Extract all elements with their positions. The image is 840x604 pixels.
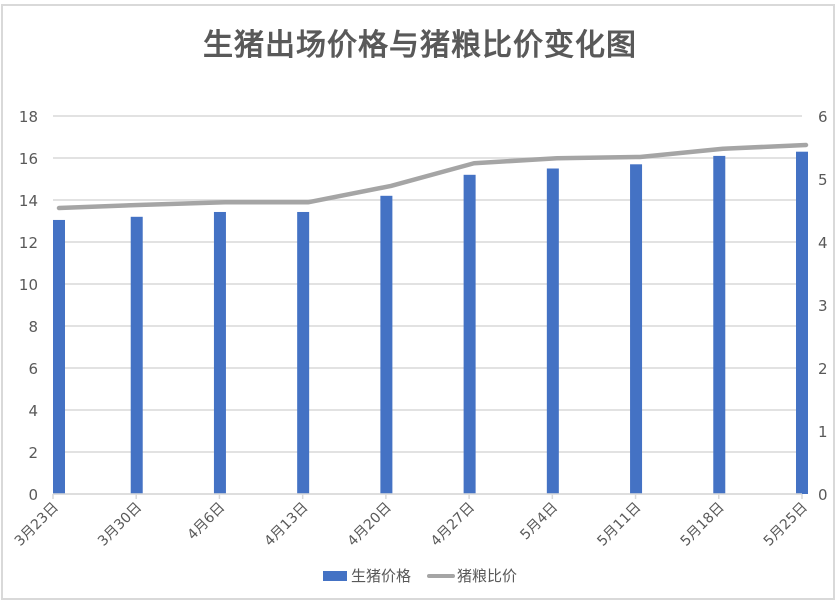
bar-pig-price[interactable] [713,155,726,494]
y-left-tick-label: 2 [28,444,38,462]
y-left-tick-label: 10 [19,276,38,294]
x-tick-label: 5月25日 [761,500,811,550]
y-left-tick-label: 4 [28,402,38,420]
y-right-tick-label: 5 [818,171,828,189]
y-left-tick-label: 16 [19,150,38,168]
x-tick-label: 4月20日 [345,500,395,550]
legend-bar-swatch-icon [322,570,347,581]
bar-pig-price[interactable] [297,211,310,494]
x-tick-label: 3月30日 [95,500,145,550]
chart-legend: 生猪价格 猪粮比价 [0,565,840,586]
legend-item-pig-price[interactable]: 生猪价格 [322,565,411,586]
bar-pig-price[interactable] [213,211,226,494]
legend-item-pig-grain-ratio[interactable]: 猪粮比价 [427,565,517,586]
y-left-tick-label: 12 [19,234,38,252]
y-right-tick-label: 1 [818,423,828,441]
y-right-tick-label: 0 [818,486,828,504]
y-left-tick-label: 8 [28,318,38,336]
y-right-tick-label: 4 [818,234,828,252]
x-tick-label: 4月13日 [261,500,311,550]
legend-label-pig-price: 生猪价格 [350,567,411,585]
y-left-tick-label: 0 [28,486,38,504]
y-left-tick-label: 14 [19,192,38,210]
y-left-tick-label: 6 [28,360,38,378]
bar-pig-price[interactable] [796,151,808,494]
line-pig-grain-ratio[interactable] [56,142,809,211]
legend-label-pig-grain-ratio: 猪粮比价 [457,567,518,585]
bar-pig-price[interactable] [463,174,476,495]
chart-title: 生猪出场价格与猪粮比价变化图 [203,28,637,63]
x-tick-label: 5月4日 [517,500,561,544]
x-tick-label: 3月23日 [12,500,62,550]
bar-pig-price[interactable] [630,164,643,495]
legend-line-swatch-icon [427,573,455,578]
bar-pig-price[interactable] [380,195,393,495]
x-tick-label: 4月6日 [185,500,229,544]
y-right-tick-label: 2 [818,360,828,378]
bar-pig-price[interactable] [53,219,65,494]
y-left-tick-label: 18 [19,108,38,126]
y-right-tick-label: 3 [818,297,828,315]
bar-pig-price[interactable] [130,216,143,495]
bar-pig-price[interactable] [546,168,559,495]
x-tick-label: 5月11日 [594,500,644,550]
y-right-tick-label: 6 [818,108,828,126]
x-tick-label: 5月18日 [678,500,728,550]
x-tick-label: 4月27日 [428,500,478,550]
